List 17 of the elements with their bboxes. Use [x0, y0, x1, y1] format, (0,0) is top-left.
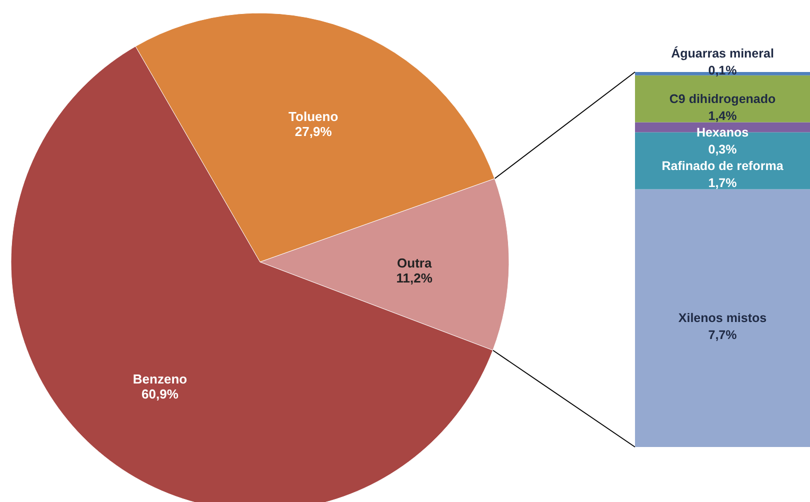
data-label: 1,4% — [708, 108, 737, 123]
series-label: Águarras mineral — [671, 46, 774, 61]
slice-label: Tolueno — [288, 109, 338, 124]
series-label: Hexanos — [696, 125, 749, 140]
data-label: 1,7% — [708, 176, 737, 190]
data-label: 0,3% — [708, 142, 737, 156]
series-label: Xilenos mistos — [678, 311, 767, 326]
slice-label: Benzeno — [132, 372, 188, 387]
bar — [635, 189, 810, 447]
series-label: Rafinado de reforma — [662, 158, 784, 173]
data-label: 11,2% — [396, 270, 433, 286]
series-label: C9 dihidrogenado — [669, 92, 776, 106]
data-label: 60,9% — [142, 386, 179, 402]
data-label: 7,7% — [708, 328, 737, 342]
slice-label: Outra — [397, 256, 432, 271]
data-label: 27,9% — [294, 124, 332, 140]
bar — [635, 75, 810, 122]
